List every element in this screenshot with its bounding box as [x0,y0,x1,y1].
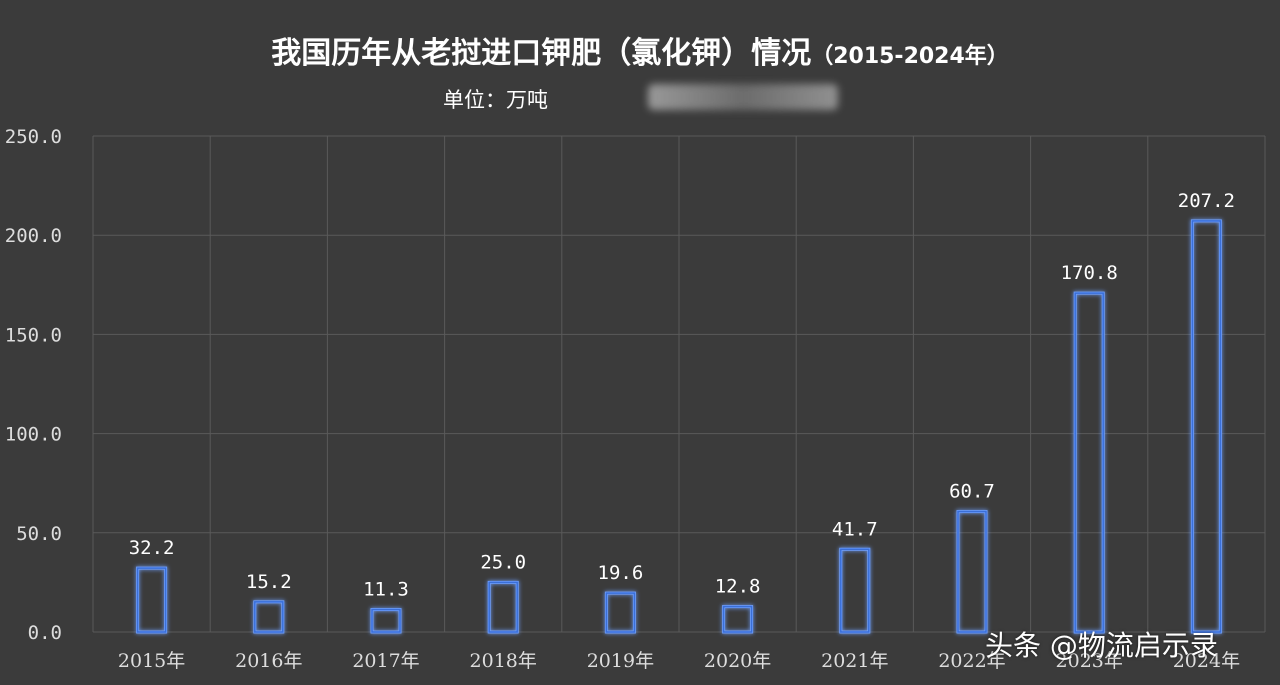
y-tick-label: 100.0 [5,424,62,446]
x-tick-label: 2024年 [1173,650,1240,672]
bar [370,608,402,634]
chart-title-years: （2015-2024年） [811,44,1009,69]
data-label: 15.2 [246,571,292,593]
x-tick-label: 2017年 [352,650,419,672]
blurred-text-redaction [648,84,838,110]
y-tick-label: 150.0 [5,324,62,346]
bar [253,600,285,634]
bar-outline [136,567,167,633]
data-label: 207.2 [1178,190,1235,212]
x-tick-label: 2016年 [235,650,302,672]
chart-bars [136,219,1222,634]
chart-title: 我国历年从老挝进口钾肥（氯化钾）情况（2015-2024年） [0,28,1280,72]
bar [487,580,519,634]
x-tick-label: 2015年 [118,650,185,672]
y-tick-label: 250.0 [5,126,62,148]
data-label: 41.7 [832,518,878,540]
bar [1190,219,1222,634]
data-label: 25.0 [480,551,526,573]
bar [722,605,754,634]
bar-outline [254,601,284,633]
chart-labels: 0.0 50.0 100.0 150.0 200.0 250.0 32.2 2015年 15.2… [5,126,1240,672]
data-label: 32.2 [129,537,175,559]
watermark: 头条 @物流启示录 [985,629,1218,662]
y-tick-label: 200.0 [5,225,62,247]
chart-unit-label: 单位：万吨 [443,88,548,112]
x-tick-label: 2022年 [938,650,1005,672]
bar-outline [957,510,987,633]
data-label: 12.8 [715,576,761,598]
x-tick-label: 2021年 [821,650,888,672]
bar [604,591,636,634]
data-label: 60.7 [949,481,995,503]
data-label: 170.8 [1061,262,1118,284]
chart-grid [92,135,1266,633]
bar-outline [1191,220,1222,633]
y-tick-label: 50.0 [16,523,62,545]
bar-outline [371,608,401,633]
bar [956,510,988,634]
bar-outline [1074,292,1104,633]
bar [839,547,871,634]
bar [136,566,168,634]
chart-title-main: 我国历年从老挝进口钾肥（氯化钾）情况 [271,36,812,71]
x-tick-label: 2020年 [704,650,771,672]
data-label: 19.6 [598,562,644,584]
bar-outline [488,581,518,633]
x-tick-label: 2023年 [1056,650,1123,672]
bar-outline [840,548,870,633]
bar-outline [605,592,636,633]
bar [1073,291,1105,634]
y-tick-label: 0.0 [28,622,62,644]
x-tick-label: 2019年 [587,650,654,672]
data-label: 11.3 [363,579,409,601]
x-tick-label: 2018年 [470,650,537,672]
bar-outline [722,605,753,633]
